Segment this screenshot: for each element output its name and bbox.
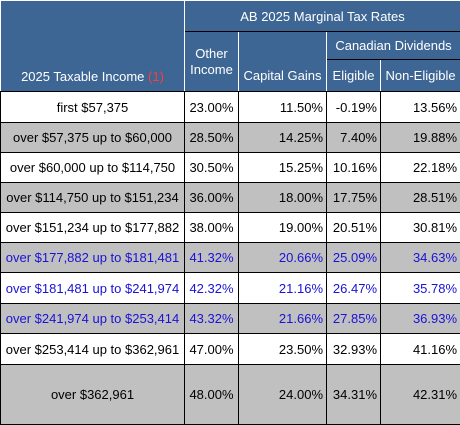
eligible-dividend-rate: 17.75% [327,183,381,213]
footnote-marker: (1) [148,69,164,84]
other-income-rate: 43.32% [185,304,239,334]
other-income-rate: 36.00% [185,183,239,213]
capital-gains-rate: 23.50% [239,334,327,365]
capital-gains-header: Capital Gains [239,32,327,92]
table-row: over $253,414 up to $362,961 47.00% 23.5… [1,334,460,365]
table-row: over $57,375 up to $60,000 28.50% 14.25%… [1,123,460,153]
eligible-dividend-rate: 25.09% [327,243,381,273]
capital-gains-rate: 20.66% [239,243,327,273]
income-bracket: over $362,961 [1,365,185,425]
eligible-dividend-rate: 34.31% [327,365,381,425]
non-eligible-dividend-rate: 42.31% [381,365,460,425]
other-income-rate: 41.32% [185,243,239,273]
non-eligible-dividend-rate: 36.93% [381,304,460,334]
other-income-rate: 47.00% [185,334,239,365]
non-eligible-dividend-rate: 30.81% [381,213,460,243]
table-row: over $151,234 up to $177,882 38.00% 19.0… [1,213,460,243]
table-title: AB 2025 Marginal Tax Rates [185,1,460,32]
other-income-line2: Income [190,62,233,77]
other-income-rate: 23.00% [185,92,239,123]
other-income-rate: 48.00% [185,365,239,425]
capital-gains-rate: 15.25% [239,153,327,183]
eligible-dividend-rate: -0.19% [327,92,381,123]
table-row: over $241,974 up to $253,414 43.32% 21.6… [1,304,460,334]
capital-gains-rate: 24.00% [239,365,327,425]
income-bracket: over $177,882 up to $181,481 [1,243,185,273]
table-row: over $362,961 48.00% 24.00% 34.31% 42.31… [1,365,460,425]
other-income-rate: 38.00% [185,213,239,243]
canadian-dividends-header: Canadian Dividends [327,32,460,60]
income-bracket: over $60,000 up to $114,750 [1,153,185,183]
other-income-line1: Other [195,46,228,61]
non-eligible-dividend-rate: 28.51% [381,183,460,213]
taxable-income-label: 2025 Taxable Income [21,69,144,84]
capital-gains-rate: 19.00% [239,213,327,243]
capital-gains-rate: 18.00% [239,183,327,213]
non-eligible-dividend-rate: 34.63% [381,243,460,273]
taxable-income-header: 2025 Taxable Income (1) [1,1,185,92]
eligible-dividend-rate: 10.16% [327,153,381,183]
capital-gains-rate: 11.50% [239,92,327,123]
income-bracket: over $241,974 up to $253,414 [1,304,185,334]
table-row: over $181,481 up to $241,974 42.32% 21.1… [1,273,460,304]
capital-gains-rate: 21.16% [239,273,327,304]
capital-gains-rate: 14.25% [239,123,327,153]
other-income-rate: 42.32% [185,273,239,304]
income-bracket: over $181,481 up to $241,974 [1,273,185,304]
eligible-dividend-rate: 27.85% [327,304,381,334]
table-row: first $57,375 23.00% 11.50% -0.19% 13.56… [1,92,460,123]
eligible-dividend-rate: 7.40% [327,123,381,153]
table-row: over $60,000 up to $114,750 30.50% 15.25… [1,153,460,183]
non-eligible-dividend-rate: 13.56% [381,92,460,123]
capital-gains-rate: 21.66% [239,304,327,334]
income-bracket: over $151,234 up to $177,882 [1,213,185,243]
non-eligible-dividend-rate: 22.18% [381,153,460,183]
non-eligible-dividend-rate: 35.78% [381,273,460,304]
other-income-rate: 30.50% [185,153,239,183]
table-row: over $114,750 up to $151,234 36.00% 18.0… [1,183,460,213]
income-bracket: over $253,414 up to $362,961 [1,334,185,365]
non-eligible-dividend-rate: 41.16% [381,334,460,365]
non-eligible-header: Non-Eligible [381,60,460,92]
eligible-dividend-rate: 32.93% [327,334,381,365]
non-eligible-dividend-rate: 19.88% [381,123,460,153]
income-bracket: over $114,750 up to $151,234 [1,183,185,213]
income-bracket: over $57,375 up to $60,000 [1,123,185,153]
other-income-rate: 28.50% [185,123,239,153]
table-row: over $177,882 up to $181,481 41.32% 20.6… [1,243,460,273]
income-bracket: first $57,375 [1,92,185,123]
eligible-header: Eligible [327,60,381,92]
eligible-dividend-rate: 20.51% [327,213,381,243]
eligible-dividend-rate: 26.47% [327,273,381,304]
